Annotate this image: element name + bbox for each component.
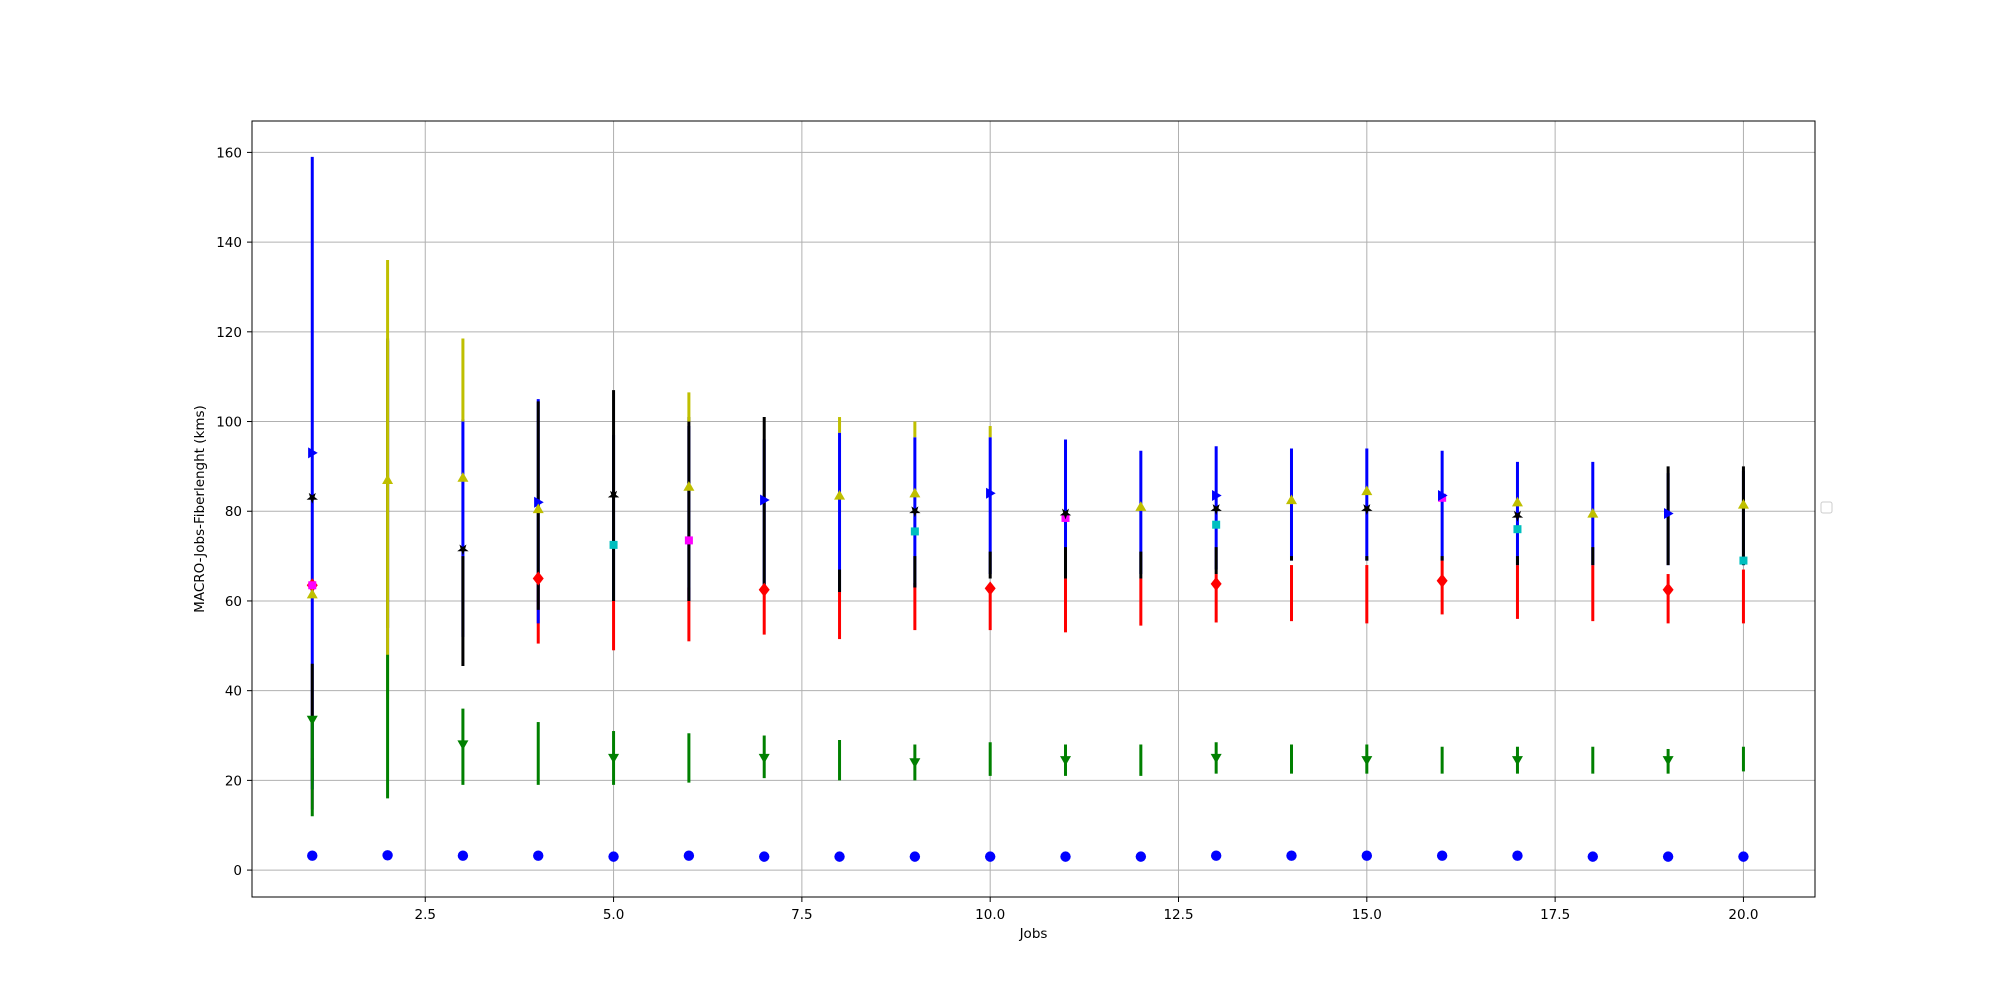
data-point [1739,556,1748,565]
data-markers [306,447,1749,862]
data-point [683,850,695,861]
data-point [532,571,544,586]
y-tick-label: 20 [225,773,242,789]
data-point [909,506,921,518]
data-point [608,851,619,862]
data-point [1210,753,1222,764]
data-point [683,481,695,491]
data-point [308,447,318,459]
data-point [984,851,996,862]
data-point [534,496,544,508]
data-point [1212,520,1221,529]
data-point [834,490,846,500]
data-point [1662,756,1674,766]
data-point [1511,496,1523,507]
data-point [909,851,921,862]
data-point [1438,490,1448,502]
data-point [457,850,469,861]
y-tick-label: 120 [216,325,242,341]
data-point [306,492,318,504]
data-point [1737,499,1749,509]
x-tick-label: 20.0 [1728,907,1758,923]
y-tick-label: 160 [216,145,242,161]
data-point [1212,490,1222,502]
data-point [457,472,469,482]
data-point [457,544,469,556]
data-point [382,850,393,861]
data-point [457,740,469,750]
data-point [1436,850,1448,861]
data-point [1060,756,1072,766]
data-point [1059,508,1072,520]
data-point [759,851,770,862]
grid-lines [252,121,1815,897]
data-point [1361,756,1373,766]
data-point [1361,485,1373,496]
y-tick-label: 100 [216,415,242,431]
data-point [307,850,318,861]
data-point [607,490,620,502]
data-point [1662,582,1674,597]
data-point [1512,850,1523,861]
plot-frame [251,120,1816,898]
data-point [758,582,770,597]
data-point [758,753,770,764]
data-point [1210,850,1222,861]
data-point [609,540,618,549]
x-tick-label: 10.0 [975,907,1005,923]
data-point [1210,576,1222,591]
data-point [382,474,394,484]
x-tick-label: 17.5 [1540,907,1570,923]
data-point [608,753,620,764]
data-point [306,588,318,599]
data-point [1587,507,1599,518]
y-tick-label: 0 [233,863,242,879]
data-point [308,581,317,590]
legend-box[interactable] [1820,501,1833,514]
y-tick-label: 140 [216,235,242,251]
data-point [1135,851,1147,862]
data-point [984,581,996,596]
data-point [1513,525,1522,534]
x-tick-label: 15.0 [1352,907,1382,923]
data-point [909,758,921,768]
data-point [306,715,318,726]
data-point [1286,850,1297,861]
y-tick-label: 80 [225,504,242,520]
data-point [1587,851,1598,862]
data-point [1210,504,1222,515]
data-point [909,487,921,498]
x-tick-label: 7.5 [791,907,812,923]
data-point [1060,851,1071,862]
data-point [533,850,544,861]
x-axis-label: Jobs [1019,926,1048,942]
x-tick-label: 5.0 [603,907,624,923]
data-point [1738,851,1749,862]
data-point [834,851,845,862]
x-tick-label: 12.5 [1163,907,1193,923]
data-point [1361,850,1373,861]
data-point [684,536,693,545]
data-point [1361,504,1373,515]
y-tick-label: 40 [225,684,242,700]
y-axis-label: MACRO-Jobs-Fiberlenght (kms) [192,405,208,613]
data-point [1511,510,1524,522]
data-point [986,487,996,499]
error-bars [310,156,1745,817]
axis-ticks: 2.5 5.0 7.5 10.0 12.5 15.0 17.5 20.0 0 20 40 60 80 10… [216,145,1758,923]
data-point [1663,507,1674,519]
x-tick-label: 2.5 [415,907,436,923]
data-point [910,527,919,536]
data-point [760,494,770,506]
data-point [1135,501,1147,511]
data-point [1285,494,1297,505]
data-point [1436,573,1448,588]
data-point [1662,851,1674,862]
data-point [532,503,544,514]
y-tick-label: 60 [225,594,242,610]
data-point [1511,756,1523,766]
